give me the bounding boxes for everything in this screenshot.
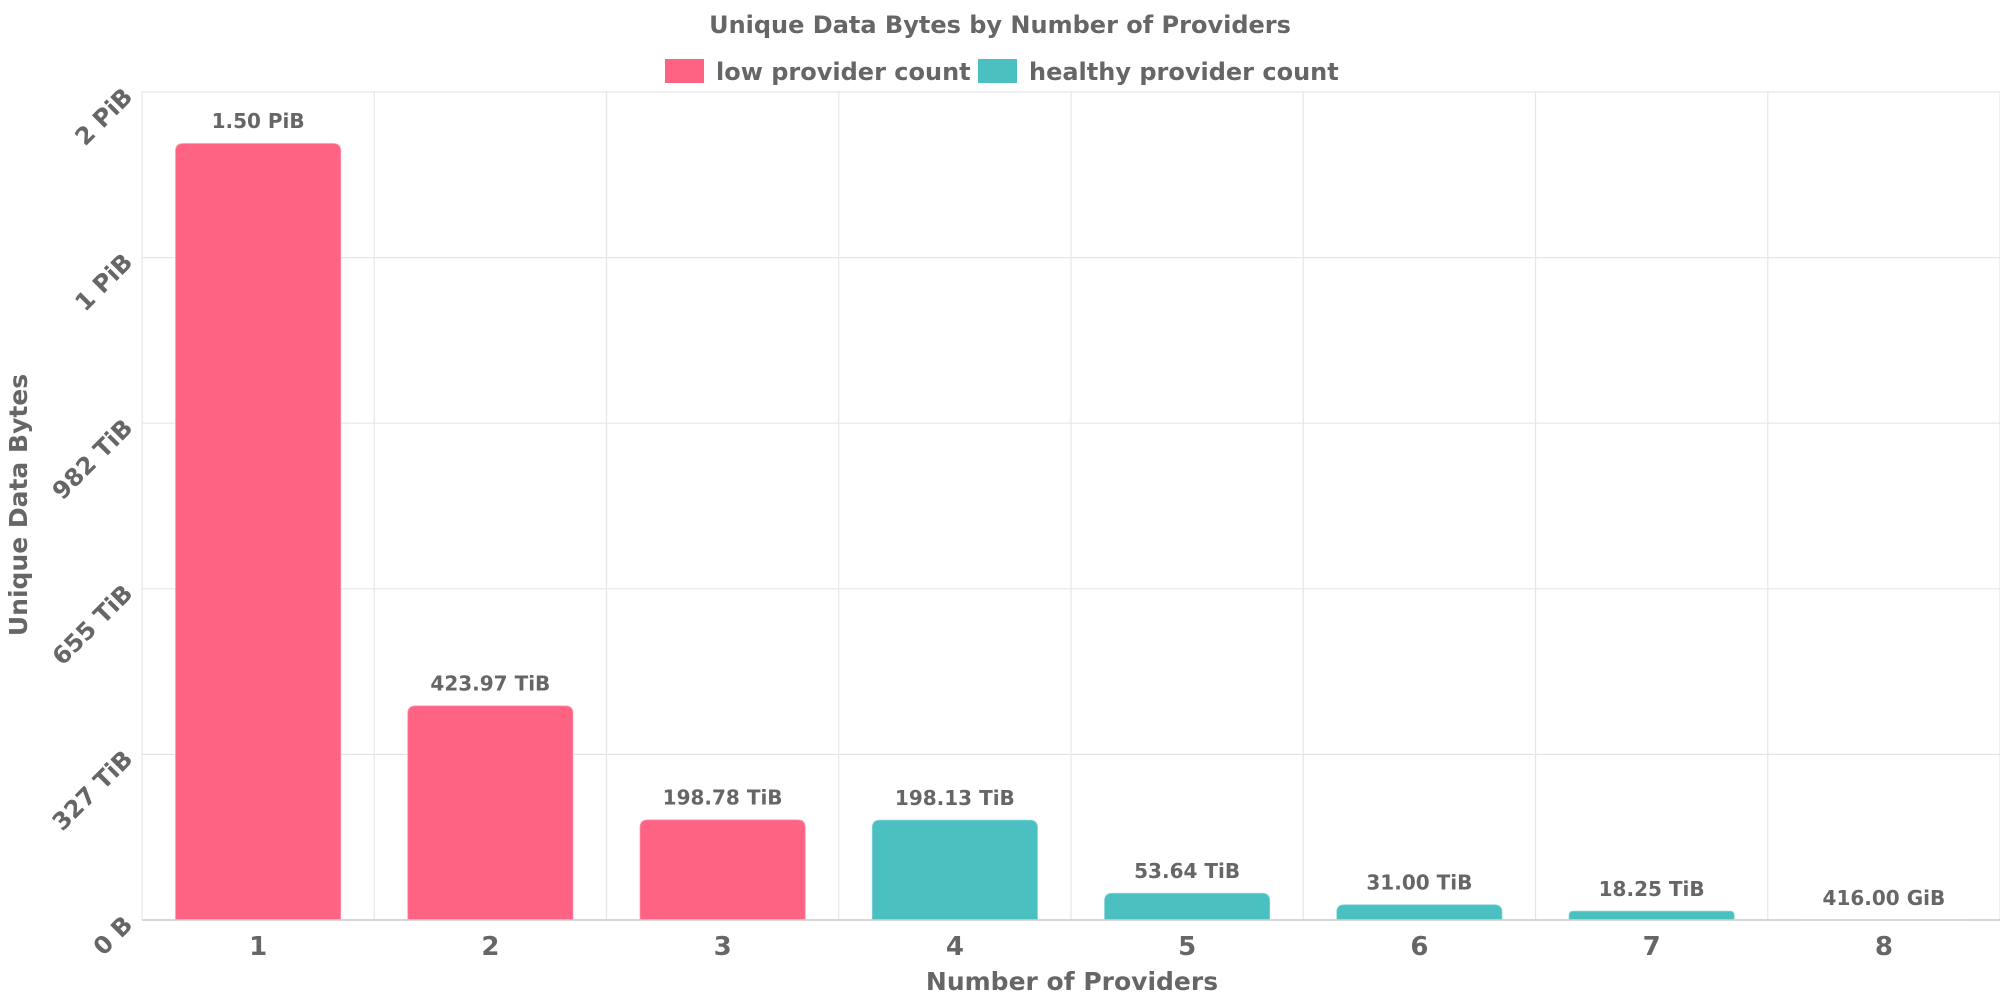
x-tick-label-1: 1 — [249, 932, 267, 962]
data-label-5: 53.64 TiB — [1134, 859, 1240, 883]
x-axis-title: Number of Providers — [926, 967, 1218, 996]
bar-4[interactable] — [871, 819, 1039, 921]
data-label-4: 198.13 TiB — [895, 786, 1015, 810]
bar-3[interactable] — [638, 818, 807, 921]
bar-6[interactable] — [1335, 903, 1504, 921]
x-tick-label-8: 8 — [1875, 932, 1893, 962]
y-axis-title: Unique Data Bytes — [4, 374, 33, 636]
data-label-8: 416.00 GiB — [1823, 886, 1946, 910]
x-tick-label-7: 7 — [1643, 932, 1661, 962]
y-tick-label: 0 B — [88, 910, 138, 960]
bar-2[interactable] — [406, 704, 575, 921]
legend: low provider count healthy provider coun… — [665, 58, 1339, 86]
y-tick-label: 655 TiB — [47, 579, 138, 670]
x-tick-label-5: 5 — [1178, 932, 1196, 962]
x-tick-label-6: 6 — [1410, 932, 1428, 962]
legend-label-healthy[interactable]: healthy provider count — [1029, 58, 1339, 86]
bar-5[interactable] — [1103, 892, 1271, 921]
data-label-7: 18.25 TiB — [1599, 877, 1705, 901]
data-label-1: 1.50 PiB — [212, 109, 305, 133]
data-label-2: 423.97 TiB — [430, 672, 550, 696]
y-tick-label: 2 PiB — [70, 82, 139, 151]
x-axis-ticks: 1 2 3 4 5 6 7 8 — [249, 932, 1893, 962]
grid-lines — [141, 91, 2000, 921]
x-tick-label-2: 2 — [481, 932, 499, 962]
y-axis-ticks: 0 B 327 TiB 655 TiB 982 TiB 1 PiB 2 PiB — [47, 82, 138, 960]
legend-swatch-low[interactable] — [665, 59, 704, 83]
data-label-3: 198.78 TiB — [663, 785, 783, 809]
x-tick-label-4: 4 — [946, 932, 964, 962]
chart-title: Unique Data Bytes by Number of Providers — [709, 11, 1291, 39]
y-tick-label: 982 TiB — [47, 414, 138, 505]
bar-1[interactable] — [174, 142, 342, 921]
legend-label-low[interactable]: low provider count — [716, 58, 971, 86]
x-tick-label-3: 3 — [714, 932, 732, 962]
data-label-6: 31.00 TiB — [1366, 870, 1472, 894]
data-labels: 1.50 PiB 423.97 TiB 198.78 TiB 198.13 TiB 53… — [212, 109, 1946, 910]
legend-swatch-healthy[interactable] — [978, 59, 1017, 83]
y-tick-label: 1 PiB — [70, 248, 139, 317]
bar-7[interactable] — [1567, 910, 1736, 921]
bars — [174, 142, 1968, 921]
y-tick-label: 327 TiB — [47, 745, 138, 836]
